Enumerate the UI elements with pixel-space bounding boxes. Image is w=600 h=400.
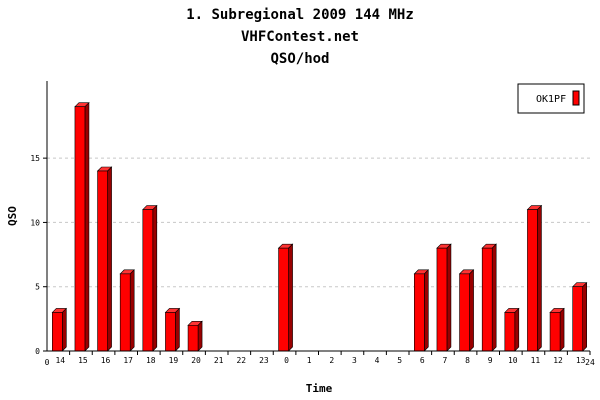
x-tick-label: 8 <box>465 356 470 365</box>
grid-lines <box>47 157 590 288</box>
x-tick-label: 21 <box>214 356 224 365</box>
legend: OK1PF <box>517 83 585 114</box>
x-ticks: 0 24 14 15 16 17 18 19 20 21 22 23 0 1 2 3 4 5 6 7 8 9 10 11 1… <box>45 351 595 367</box>
bar <box>187 320 203 352</box>
bar-side <box>514 307 520 352</box>
chart-title-line-2: VHFContest.net <box>241 29 359 45</box>
bar-front <box>504 312 516 352</box>
bar-front <box>142 209 154 352</box>
bar <box>142 204 158 352</box>
y-tick-label: 0 <box>35 347 40 356</box>
y-ticks: 0 5 10 15 <box>30 154 47 356</box>
x-tick-label: 15 <box>78 356 88 365</box>
bar-front <box>527 209 538 352</box>
x-tick-label: 10 <box>508 356 518 365</box>
bar <box>458 269 475 352</box>
bar-front <box>97 170 108 352</box>
bar-front <box>52 312 63 352</box>
bar-front <box>436 247 448 352</box>
bar-front <box>119 273 131 352</box>
bar <box>481 243 497 352</box>
x-tick-label: 17 <box>123 356 133 365</box>
x-tick-label: 22 <box>236 356 246 365</box>
x-tick-label: 20 <box>191 356 201 365</box>
bar-front <box>165 312 176 352</box>
bar-front <box>459 273 470 352</box>
y-tick-label: 5 <box>35 283 40 292</box>
bar-side <box>129 269 135 352</box>
bar <box>74 101 90 352</box>
x-tick-label: 6 <box>420 356 425 365</box>
chart-title-line-3: QSO/hod <box>270 51 329 67</box>
x-tick-label: 0 <box>284 356 289 365</box>
x-axis-end-label: 24 <box>585 358 595 367</box>
bar-side <box>152 204 158 352</box>
x-tick-label: 2 <box>329 356 334 365</box>
x-tick-label: 14 <box>55 356 65 365</box>
bar <box>571 281 588 352</box>
x-tick-label: 19 <box>169 356 179 365</box>
x-tick-label: 11 <box>531 356 541 365</box>
bar-front <box>481 247 493 352</box>
x-tick-label: 23 <box>259 356 269 365</box>
bars <box>51 101 588 352</box>
bar <box>96 166 113 352</box>
bar <box>526 204 543 352</box>
legend-swatch <box>572 90 580 106</box>
x-tick-label: 13 <box>576 356 586 365</box>
x-tick-label: 1 <box>307 356 312 365</box>
bar <box>549 307 565 352</box>
bar <box>51 307 68 352</box>
bar <box>436 243 452 352</box>
bar-side <box>582 281 587 352</box>
x-tick-label: 7 <box>443 356 448 365</box>
x-tick-label: 12 <box>553 356 563 365</box>
x-axis-start-label: 0 <box>45 358 50 367</box>
bar-side <box>107 166 112 352</box>
x-axis-label: Time <box>306 382 333 395</box>
bar-side <box>446 243 452 352</box>
chart-title: 1. Subregional 2009 144 MHz VHFContest.n… <box>186 7 414 67</box>
chart-title-line-1: 1. Subregional 2009 144 MHz <box>186 7 414 23</box>
bar-side <box>537 204 542 352</box>
legend-series-label: OK1PF <box>536 94 566 105</box>
bar-side <box>491 243 497 352</box>
x-tick-label: 3 <box>352 356 357 365</box>
x-tick-label: 16 <box>101 356 111 365</box>
bar-front <box>74 106 86 352</box>
x-tick-label: 18 <box>146 356 156 365</box>
bar-side <box>424 269 429 352</box>
bar-side <box>469 269 474 352</box>
bar-side <box>559 307 565 352</box>
bar-front <box>572 286 583 352</box>
bar-front <box>549 312 561 352</box>
x-tick-label: 4 <box>375 356 380 365</box>
bar <box>119 269 135 352</box>
bar-front <box>278 247 289 352</box>
y-tick-label: 10 <box>30 218 40 227</box>
bar-front <box>187 324 199 352</box>
bar <box>277 243 294 352</box>
bar-side <box>84 101 90 352</box>
x-tick-label: 5 <box>397 356 402 365</box>
y-tick-label: 15 <box>30 154 40 163</box>
bar-side <box>62 307 67 352</box>
bar <box>164 307 181 352</box>
bar-side <box>197 320 203 352</box>
y-axis-label: QSO <box>6 206 19 226</box>
bar-front <box>414 273 425 352</box>
x-tick-label: 9 <box>488 356 493 365</box>
bar <box>504 307 520 352</box>
bar-side <box>288 243 293 352</box>
bar-side <box>175 307 180 352</box>
bar <box>413 269 430 352</box>
